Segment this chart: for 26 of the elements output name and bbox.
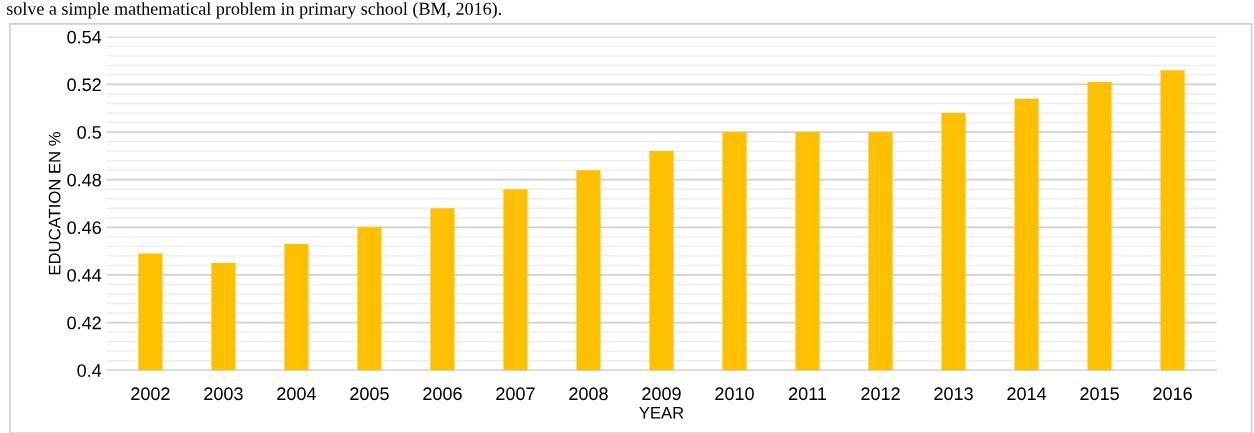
text: solve a simple mathematical problem in primary school (BM, 2016). xyxy=(7,2,501,19)
x-axis-title: YEAR xyxy=(639,407,684,419)
y-axis-title: EDUCATION EN % xyxy=(48,132,61,275)
x-tick-label: 2015 xyxy=(1080,387,1119,401)
y-tick-label: 0.5 xyxy=(77,126,101,139)
y-tick-label: 0.44 xyxy=(67,268,102,282)
y-tick-label: 0.46 xyxy=(67,221,101,235)
x-tick-label: 2008 xyxy=(569,387,608,401)
x-tick-label: 2004 xyxy=(277,387,316,401)
x-tick-label: 2014 xyxy=(1007,387,1047,401)
x-tick-label: 2007 xyxy=(496,387,535,401)
x-tick-label: 2016 xyxy=(1153,387,1192,401)
y-tick-label: 0.4 xyxy=(77,364,102,377)
x-tick-label: 2006 xyxy=(423,387,462,401)
x-tick-label: 2003 xyxy=(204,387,243,401)
x-tick-label: 2010 xyxy=(715,387,754,401)
x-tick-label: 2009 xyxy=(642,387,681,401)
y-tick-label: 0.52 xyxy=(67,78,101,92)
x-tick-label: 2002 xyxy=(131,387,170,401)
x-tick-label: 2005 xyxy=(350,387,389,401)
y-tick-label: 0.54 xyxy=(67,30,102,44)
y-tick-label: 0.42 xyxy=(67,316,101,330)
x-tick-label: 2011 xyxy=(789,387,827,401)
y-tick-label: 0.48 xyxy=(67,173,101,187)
x-tick-label: 2012 xyxy=(861,387,900,401)
x-tick-label: 2013 xyxy=(934,387,973,401)
